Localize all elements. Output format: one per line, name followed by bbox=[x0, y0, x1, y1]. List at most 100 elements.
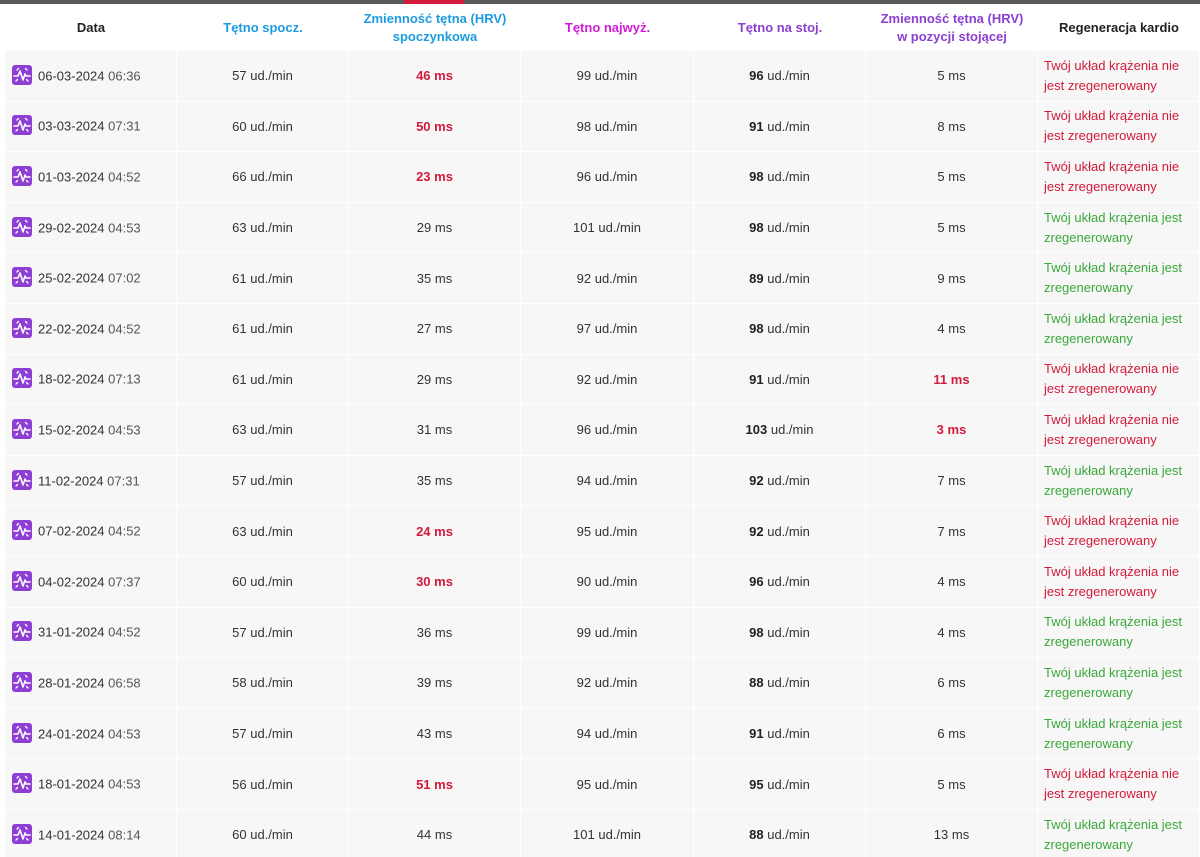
column-header-hrv-resting[interactable]: Zmienność tętna (HRV) spoczynkowa bbox=[349, 4, 521, 51]
hrv-standing-value: 5 ms bbox=[937, 68, 966, 84]
measurement-date: 15-02-2024 bbox=[38, 422, 105, 438]
standing-hr-unit: ud./min bbox=[767, 118, 810, 134]
hrv-standing-value: 6 ms bbox=[937, 726, 966, 742]
date-cell[interactable]: 18-02-2024 07:13 bbox=[5, 354, 177, 406]
heart-rate-pulse-icon[interactable] bbox=[12, 671, 32, 692]
resting-hr-cell: 61 ud./min bbox=[177, 253, 349, 304]
hrv-resting-value: 23 ms bbox=[416, 169, 453, 185]
date-cell[interactable]: 03-03-2024 07:31 bbox=[5, 101, 177, 153]
table-row[interactable]: 25-02-2024 07:02 61 ud./min 35 ms 92 ud./mi… bbox=[5, 253, 1200, 304]
heart-rate-pulse-icon[interactable] bbox=[12, 722, 32, 743]
hrv-resting-value: 30 ms bbox=[416, 574, 453, 590]
hrv-resting-value: 36 ms bbox=[416, 624, 453, 640]
max-hr-cell: 94 ud./min bbox=[521, 455, 694, 507]
heart-rate-pulse-icon[interactable] bbox=[12, 621, 32, 642]
hrv-standing-cell: 4 ms bbox=[866, 556, 1038, 608]
column-header-resting-hr[interactable]: Tętno spocz. bbox=[177, 4, 349, 51]
measurement-time: 07:02 bbox=[108, 270, 141, 286]
table-row[interactable]: 29-02-2024 04:53 63 ud./min 29 ms 101 ud./m… bbox=[5, 202, 1200, 254]
heart-rate-pulse-icon[interactable] bbox=[12, 570, 32, 591]
measurement-time: 04:52 bbox=[108, 523, 141, 539]
heart-rate-pulse-icon[interactable] bbox=[12, 317, 32, 338]
table-row[interactable]: 03-03-2024 07:31 60 ud./min 50 ms 98 ud./mi… bbox=[5, 101, 1200, 153]
max-hr-cell: 92 ud./min bbox=[521, 658, 694, 709]
hrv-resting-value: 35 ms bbox=[416, 473, 453, 489]
max-hr-cell: 97 ud./min bbox=[521, 303, 694, 355]
heart-rate-pulse-icon[interactable] bbox=[12, 165, 32, 186]
date-cell[interactable]: 04-02-2024 07:37 bbox=[5, 556, 177, 608]
resting-hr-value: 57 ud./min bbox=[232, 473, 293, 489]
table-row[interactable]: 06-03-2024 06:36 57 ud./min 46 ms 99 ud./mi… bbox=[5, 51, 1200, 102]
hrv-standing-cell: 6 ms bbox=[866, 658, 1038, 709]
standing-hr-cell: 92 ud./min bbox=[694, 506, 866, 557]
date-cell[interactable]: 22-02-2024 04:52 bbox=[5, 303, 177, 355]
column-header-max-hr[interactable]: Tętno najwyż. bbox=[521, 4, 694, 51]
standing-hr-unit: ud./min bbox=[767, 270, 810, 286]
recovery-cell: Twój układ krążenia jest zregenerowany bbox=[1038, 253, 1200, 304]
heart-rate-pulse-icon[interactable] bbox=[12, 368, 32, 389]
hrv-resting-cell: 31 ms bbox=[349, 405, 521, 456]
measurement-date: 28-01-2024 bbox=[38, 675, 105, 691]
table-row[interactable]: 18-02-2024 07:13 61 ud./min 29 ms 92 ud./mi… bbox=[5, 354, 1200, 406]
date-cell[interactable]: 11-02-2024 07:31 bbox=[5, 455, 177, 507]
heart-rate-pulse-icon[interactable] bbox=[12, 418, 32, 439]
heart-rate-pulse-icon[interactable] bbox=[12, 469, 32, 490]
heart-rate-pulse-icon[interactable] bbox=[12, 64, 32, 85]
heart-rate-pulse-icon[interactable] bbox=[12, 267, 32, 288]
date-cell[interactable]: 29-02-2024 04:53 bbox=[5, 202, 177, 254]
table-row[interactable]: 15-02-2024 04:53 63 ud./min 31 ms 96 ud./mi… bbox=[5, 405, 1200, 456]
recovery-status: Twój układ krążenia nie jest zregenerowa… bbox=[1044, 57, 1180, 93]
date-cell[interactable]: 07-02-2024 04:52 bbox=[5, 506, 177, 557]
standing-hr-cell: 98 ud./min bbox=[694, 152, 866, 203]
date-cell[interactable]: 01-03-2024 04:52 bbox=[5, 152, 177, 203]
date-cell[interactable]: 28-01-2024 06:58 bbox=[5, 658, 177, 709]
table-row[interactable]: 14-01-2024 08:14 60 ud./min 44 ms 101 ud./m… bbox=[5, 809, 1200, 857]
heart-rate-pulse-icon[interactable] bbox=[12, 773, 32, 794]
table-row[interactable]: 24-01-2024 04:53 57 ud./min 43 ms 94 ud./mi… bbox=[5, 708, 1200, 760]
table-row[interactable]: 04-02-2024 07:37 60 ud./min 30 ms 90 ud./mi… bbox=[5, 556, 1200, 608]
recovery-cell: Twój układ krążenia nie jest zregenerowa… bbox=[1038, 759, 1200, 810]
heart-rate-pulse-icon[interactable] bbox=[12, 216, 32, 237]
column-header-standing-hr[interactable]: Tętno na stoj. bbox=[694, 4, 866, 51]
hrv-resting-cell: 39 ms bbox=[349, 658, 521, 709]
table-row[interactable]: 07-02-2024 04:52 63 ud./min 24 ms 95 ud./mi… bbox=[5, 506, 1200, 557]
table-row[interactable]: 01-03-2024 04:52 66 ud./min 23 ms 96 ud./mi… bbox=[5, 152, 1200, 203]
hrv-resting-cell: 29 ms bbox=[349, 354, 521, 406]
hrv-standing-value: 7 ms bbox=[937, 523, 966, 539]
heart-rate-pulse-icon[interactable] bbox=[12, 115, 32, 136]
hrv-standing-cell: 9 ms bbox=[866, 253, 1038, 304]
recovery-status: Twój układ krążenia jest zregenerowany bbox=[1044, 260, 1183, 296]
recovery-status: Twój układ krążenia nie jest zregenerowa… bbox=[1044, 766, 1180, 802]
column-header-recovery[interactable]: Regeneracja kardio bbox=[1038, 4, 1200, 51]
column-header-date[interactable]: Data bbox=[5, 4, 177, 51]
date-cell[interactable]: 06-03-2024 06:36 bbox=[5, 51, 177, 102]
date-cell[interactable]: 25-02-2024 07:02 bbox=[5, 253, 177, 304]
resting-hr-value: 56 ud./min bbox=[232, 776, 293, 792]
table-header-row: Data Tętno spocz. Zmienność tętna (HRV) s… bbox=[5, 4, 1200, 51]
resting-hr-cell: 63 ud./min bbox=[177, 405, 349, 456]
standing-hr-value: 95 bbox=[749, 776, 764, 792]
table-row[interactable]: 18-01-2024 04:53 56 ud./min 51 ms 95 ud./mi… bbox=[5, 759, 1200, 810]
date-cell[interactable]: 24-01-2024 04:53 bbox=[5, 708, 177, 760]
standing-hr-unit: ud./min bbox=[767, 624, 810, 640]
measurement-time: 04:53 bbox=[108, 726, 141, 742]
recovery-cell: Twój układ krążenia jest zregenerowany bbox=[1038, 708, 1200, 760]
table-row[interactable]: 28-01-2024 06:58 58 ud./min 39 ms 92 ud./mi… bbox=[5, 658, 1200, 709]
table-row[interactable]: 11-02-2024 07:31 57 ud./min 35 ms 94 ud./mi… bbox=[5, 455, 1200, 507]
date-cell[interactable]: 31-01-2024 04:52 bbox=[5, 607, 177, 659]
max-hr-cell: 94 ud./min bbox=[521, 708, 694, 760]
table-row[interactable]: 22-02-2024 04:52 61 ud./min 27 ms 97 ud./mi… bbox=[5, 303, 1200, 355]
date-cell[interactable]: 15-02-2024 04:53 bbox=[5, 405, 177, 456]
resting-hr-cell: 57 ud./min bbox=[177, 455, 349, 507]
heart-rate-pulse-icon[interactable] bbox=[12, 823, 32, 844]
heart-rate-pulse-icon[interactable] bbox=[12, 520, 32, 541]
column-header-hrv-standing[interactable]: Zmienność tętna (HRV) w pozycji stojącej bbox=[866, 4, 1038, 51]
max-hr-cell: 99 ud./min bbox=[521, 607, 694, 659]
measurement-time: 04:52 bbox=[108, 169, 141, 185]
table-row[interactable]: 31-01-2024 04:52 57 ud./min 36 ms 99 ud./mi… bbox=[5, 607, 1200, 659]
date-cell[interactable]: 18-01-2024 04:53 bbox=[5, 759, 177, 810]
date-cell[interactable]: 14-01-2024 08:14 bbox=[5, 809, 177, 857]
hrv-standing-value: 3 ms bbox=[936, 422, 967, 438]
hrv-standing-cell: 13 ms bbox=[866, 809, 1038, 857]
resting-hr-value: 63 ud./min bbox=[232, 422, 293, 438]
